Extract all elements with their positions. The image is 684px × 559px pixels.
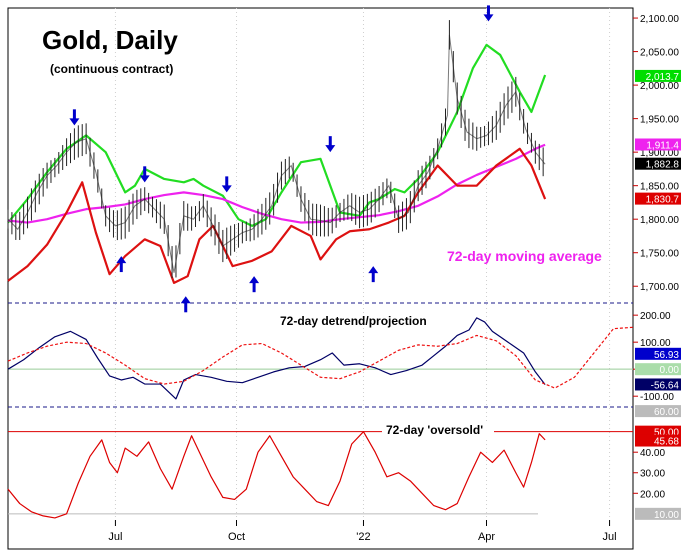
lower-band-line — [7, 147, 547, 284]
y-tick-label: 200.00 — [640, 311, 671, 322]
arrow-head — [221, 185, 232, 193]
up-arrow-icon — [368, 266, 379, 283]
plot-frame — [7, 7, 634, 550]
value-label-text: 1,882.8 — [646, 160, 680, 171]
72-day-detrend-line — [7, 317, 546, 400]
y-tick-label: 1,850.00 — [640, 182, 679, 193]
value-label-background — [635, 405, 681, 418]
arrow-head — [116, 256, 127, 264]
arrow-head — [69, 118, 80, 126]
down-arrow-icon — [69, 109, 80, 126]
x-tick-label: Jul — [603, 531, 617, 543]
value-label-background — [635, 363, 681, 376]
y-tick-label: 1,950.00 — [640, 115, 679, 126]
value-label-text: 1,911.4 — [646, 141, 679, 152]
value-label-text: 60.00 — [654, 407, 679, 418]
y-tick-label: 1,750.00 — [640, 249, 679, 260]
arrow-head — [483, 14, 494, 22]
y-tick-label: 30.00 — [640, 469, 665, 480]
y-tick-label: 1,800.00 — [640, 215, 679, 226]
value-label-badge: 1,830.7 — [635, 192, 681, 206]
down-arrow-icon — [483, 5, 494, 22]
y-tick-label: 1,700.00 — [640, 282, 679, 293]
value-label-text: 45.68 — [654, 437, 679, 448]
upper-band-line — [7, 43, 547, 227]
chart-subtitle: (continuous contract) — [50, 62, 173, 76]
y-tick-label: 2,100.00 — [640, 14, 679, 25]
price-line — [7, 34, 546, 273]
value-label-text: 2,013.7 — [646, 72, 680, 83]
72-day-moving-average-line — [7, 143, 546, 224]
value-label-background — [635, 138, 681, 151]
arrow-shaft — [184, 302, 188, 313]
arrow-head — [368, 266, 379, 274]
chart-title: Gold, Daily — [42, 25, 178, 55]
price-bars — [7, 20, 546, 279]
72-day-projection-line — [7, 326, 634, 389]
value-label-text: -56.64 — [651, 380, 680, 391]
y-tick-label: 40.00 — [640, 448, 665, 459]
arrow-shaft — [486, 5, 490, 16]
y-tick-label: 2,000.00 — [640, 81, 679, 92]
72-day-oversold-line — [7, 431, 546, 519]
up-arrow-icon — [180, 296, 191, 313]
value-label-text: 0.00 — [660, 365, 680, 376]
arrow-head — [325, 145, 336, 153]
value-label-background — [635, 192, 681, 205]
arrow-shaft — [119, 262, 123, 273]
down-arrow-icon — [221, 176, 232, 193]
arrow-shaft — [143, 166, 147, 177]
arrow-head — [249, 276, 260, 284]
value-label-badge: 2,013.7 — [635, 69, 681, 83]
value-label-background — [635, 434, 681, 447]
up-arrow-icon — [116, 256, 127, 273]
oversold-title-backdrop — [382, 421, 494, 437]
y-tick-label: 100.00 — [640, 338, 671, 349]
y-tick-label: -100.00 — [640, 392, 674, 403]
down-arrow-icon — [139, 166, 150, 183]
value-label-badge: 45.68 — [635, 434, 681, 448]
arrow-shaft — [252, 282, 256, 293]
value-label-text: 1,830.7 — [646, 195, 680, 206]
arrow-shaft — [72, 109, 76, 120]
value-label-background — [635, 69, 681, 82]
x-tick-label: Apr — [478, 531, 495, 543]
arrow-head — [180, 296, 191, 304]
value-label-background — [635, 378, 681, 391]
oversold-panel-title: 72-day 'oversold' — [386, 423, 483, 437]
value-label-badge: 56.93 — [635, 347, 681, 361]
value-label-badge: -56.64 — [635, 378, 681, 391]
arrow-shaft — [225, 176, 229, 187]
value-label-background — [635, 157, 681, 170]
value-label-text: 56.93 — [654, 350, 679, 361]
moving-average-annotation: 72-day moving average — [447, 248, 602, 264]
value-label-badge: 10.00 — [635, 507, 681, 521]
arrow-head — [139, 175, 150, 183]
arrow-shaft — [371, 272, 375, 283]
up-arrow-icon — [249, 276, 260, 293]
x-tick-label: Oct — [228, 531, 245, 543]
value-label-text: 50.00 — [654, 428, 679, 439]
value-label-badge: 60.00 — [635, 405, 681, 418]
value-label-badge: 0.00 — [635, 363, 681, 376]
value-label-text: 10.00 — [654, 510, 679, 521]
value-label-background — [635, 347, 681, 360]
value-label-badge: 1,882.8 — [635, 157, 681, 171]
detrend-panel-title: 72-day detrend/projection — [280, 314, 427, 328]
arrow-shaft — [328, 136, 332, 147]
value-label-background — [635, 507, 681, 520]
y-tick-label: 2,050.00 — [640, 48, 679, 59]
y-tick-label: 1,900.00 — [640, 148, 679, 159]
y-tick-label: 20.00 — [640, 489, 665, 500]
x-tick-label: '22 — [356, 531, 370, 543]
x-tick-label: Jul — [108, 531, 122, 543]
down-arrow-icon — [325, 136, 336, 153]
value-label-badge: 1,911.4 — [635, 138, 681, 152]
